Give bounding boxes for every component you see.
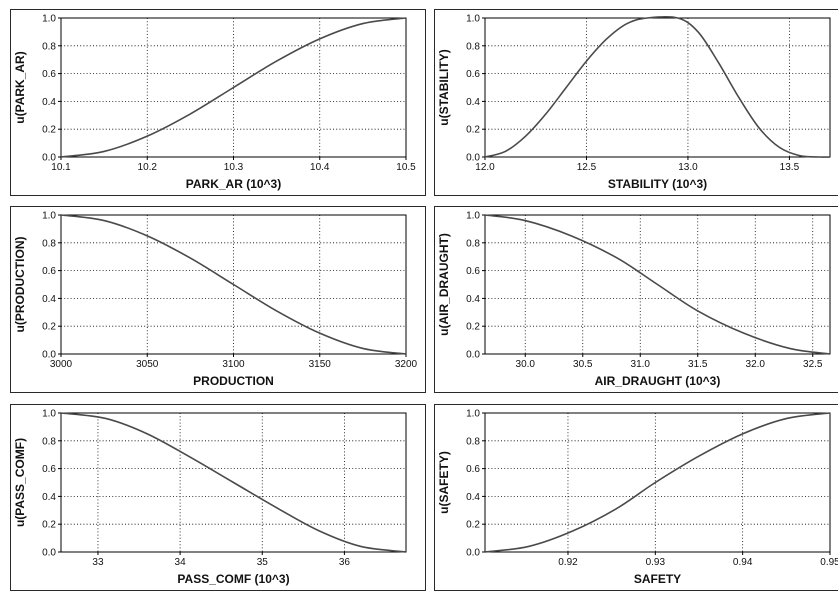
y-tick-label: 0.0: [42, 548, 56, 559]
y-tick-label: 0.2: [466, 125, 480, 136]
y-tick-label: 0.2: [42, 322, 56, 333]
chart-panel-stability: 0.0 0.2 0.4 0.6 0.8 1.0 12.0 12.5 13.0 13.5 STABIL…: [434, 9, 838, 196]
x-tick-label: 3050: [136, 359, 159, 370]
x-axis-label: SAFETY: [634, 572, 681, 586]
x-tick-label: 13.5: [780, 162, 800, 173]
x-tick-label: 31.0: [631, 359, 651, 370]
x-axis-label: PRODUCTION: [193, 374, 274, 388]
x-tick-label: 33: [92, 557, 104, 568]
y-tick-label: 0.6: [42, 464, 56, 475]
y-tick-label: 0.4: [466, 97, 480, 108]
y-axis-label: u(SAFETY): [437, 451, 451, 514]
x-tick-label: 0.95: [820, 557, 838, 568]
y-axis-label: u(PRODUCTION): [13, 237, 27, 333]
x-axis-label: PARK_AR (10^3): [186, 177, 281, 191]
x-tick-label: 12.5: [577, 162, 597, 173]
y-tick-label: 1.0: [466, 14, 480, 25]
y-tick-label: 0.6: [466, 464, 480, 475]
y-tick-label: 1.0: [42, 409, 56, 420]
y-tick-label: 0.8: [466, 41, 480, 52]
x-tick-label: 32.5: [803, 359, 823, 370]
y-tick-label: 0.8: [42, 238, 56, 249]
y-tick-label: 0.6: [466, 266, 480, 277]
chart-svg: 0.0 0.2 0.4 0.6 0.8 1.0 33 34 35 36 PASS_COMF (10^…: [13, 409, 407, 586]
x-tick-label: 3100: [222, 359, 245, 370]
x-tick-label: 0.93: [646, 557, 666, 568]
chart-panel-air-draught: 0.0 0.2 0.4 0.6 0.8 1.0 30.0 30.5 31.0 31.5 32.0 32…: [434, 206, 838, 393]
x-tick-label: 10.3: [224, 162, 244, 173]
y-tick-label: 0.8: [466, 436, 480, 447]
utility-curve-line: [484, 412, 831, 553]
chart-svg: 0.0 0.2 0.4 0.6 0.8 1.0 0.92 0.93 0.94 0.95 SAFETY…: [437, 409, 838, 587]
y-tick-label: 0.4: [42, 492, 56, 503]
y-tick-label: 0.0: [466, 350, 480, 361]
x-tick-label: 36: [339, 557, 351, 568]
y-tick-label: 1.0: [42, 14, 56, 25]
y-tick-label: 0.4: [466, 294, 480, 305]
chart-svg: 0.0 0.2 0.4 0.6 0.8 1.0 12.0 12.5 13.0 13.5 STABIL…: [437, 14, 831, 191]
x-tick-label: 10.2: [138, 162, 158, 173]
y-tick-label: 0.6: [42, 69, 56, 80]
chart-svg: 0.0 0.2 0.4 0.6 0.8 1.0 3000 3050 3100 3150 3200 PR…: [13, 211, 418, 389]
plot-area: [484, 17, 831, 158]
y-axis-label: u(PARK_AR): [13, 51, 27, 123]
x-tick-label: 13.0: [678, 162, 698, 173]
plot-area: [484, 412, 831, 553]
y-tick-label: 0.8: [42, 41, 56, 52]
y-axis-label: u(PASS_COMF): [13, 438, 27, 527]
x-tick-label: 31.5: [688, 359, 708, 370]
utility-curve-line: [484, 214, 831, 355]
y-tick-label: 0.0: [466, 153, 480, 164]
x-tick-label: 0.92: [558, 557, 578, 568]
x-tick-label: 0.94: [733, 557, 753, 568]
y-tick-label: 0.8: [42, 436, 56, 447]
utility-curve-line: [484, 15, 831, 158]
x-tick-label: 10.5: [396, 162, 416, 173]
x-tick-label: 10.1: [51, 162, 71, 173]
y-tick-label: 0.2: [466, 322, 480, 333]
y-tick-label: 0.2: [466, 520, 480, 531]
utility-curve-line: [60, 17, 407, 158]
y-tick-label: 0.2: [42, 520, 56, 531]
utility-curve-line: [60, 214, 407, 355]
y-axis-label: u(STABILITY): [437, 49, 451, 125]
x-tick-label: 3200: [395, 359, 418, 370]
y-tick-label: 0.8: [466, 238, 480, 249]
y-tick-label: 0.4: [42, 97, 56, 108]
x-tick-label: 32.0: [746, 359, 766, 370]
y-tick-label: 0.2: [42, 125, 56, 136]
x-axis-label: STABILITY (10^3): [608, 177, 707, 191]
y-tick-label: 0.0: [466, 548, 480, 559]
y-tick-label: 0.0: [42, 153, 56, 164]
chart-panel-production: 0.0 0.2 0.4 0.6 0.8 1.0 3000 3050 3100 3150 3200 PR…: [10, 206, 426, 393]
chart-panel-park-ar: 0.0 0.2 0.4 0.6 0.8 1.0 10.1 10.2 10.3 10.4 10.5 PA…: [10, 9, 426, 196]
y-tick-label: 1.0: [466, 409, 480, 420]
x-axis-label: PASS_COMF (10^3): [177, 572, 289, 586]
x-tick-label: 12.0: [475, 162, 495, 173]
y-tick-label: 0.6: [42, 266, 56, 277]
y-tick-label: 0.4: [466, 492, 480, 503]
y-tick-label: 0.4: [42, 294, 56, 305]
y-tick-label: 1.0: [466, 211, 480, 222]
x-tick-label: 35: [257, 557, 269, 568]
chart-panel-pass-comf: 0.0 0.2 0.4 0.6 0.8 1.0 33 34 35 36 PASS_COMF (10^…: [10, 404, 426, 591]
x-tick-label: 30.0: [516, 359, 536, 370]
x-tick-label: 34: [175, 557, 187, 568]
y-tick-label: 0.6: [466, 69, 480, 80]
x-axis-label: AIR_DRAUGHT (10^3): [595, 374, 721, 388]
utility-curve-line: [60, 412, 407, 553]
chart-svg: 0.0 0.2 0.4 0.6 0.8 1.0 10.1 10.2 10.3 10.4 10.5 PA…: [13, 14, 416, 192]
x-tick-label: 30.5: [573, 359, 593, 370]
y-axis-label: u(AIR_DRAUGHT): [437, 233, 451, 336]
chart-svg: 0.0 0.2 0.4 0.6 0.8 1.0 30.0 30.5 31.0 31.5 32.0 32…: [437, 211, 831, 388]
y-tick-label: 1.0: [42, 211, 56, 222]
y-tick-label: 0.0: [42, 350, 56, 361]
x-tick-label: 3150: [309, 359, 332, 370]
chart-panel-safety: 0.0 0.2 0.4 0.6 0.8 1.0 0.92 0.93 0.94 0.95 SAFETY…: [434, 404, 838, 591]
x-tick-label: 10.4: [310, 162, 330, 173]
x-tick-label: 3000: [50, 359, 73, 370]
